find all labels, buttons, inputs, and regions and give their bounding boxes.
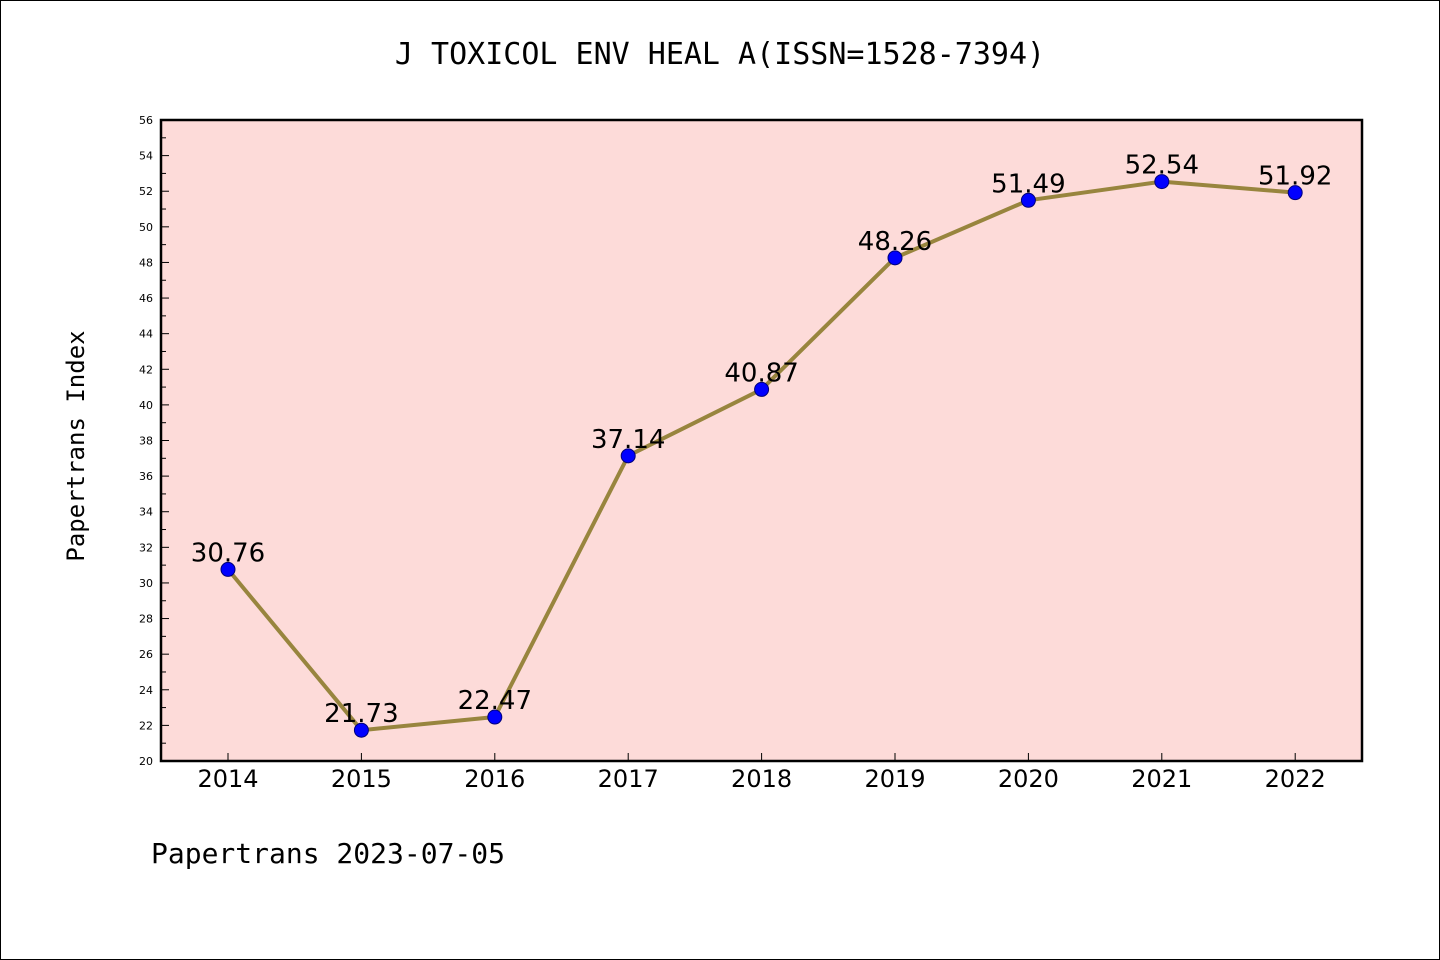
x-tick-label: 2019 — [864, 765, 925, 793]
data-point — [620, 448, 636, 464]
x-tick-label: 2014 — [197, 765, 258, 793]
y-tick-label: 52 — [139, 185, 153, 198]
y-tick-label: 22 — [139, 719, 153, 732]
y-tick-label: 44 — [139, 328, 153, 341]
y-tick-label: 34 — [139, 506, 153, 519]
data-label: 51.92 — [1258, 162, 1332, 192]
y-tick-label: 38 — [139, 435, 153, 448]
data-label: 30.76 — [191, 538, 265, 568]
x-tick-label: 2021 — [1131, 765, 1192, 793]
y-tick-label: 48 — [139, 256, 153, 269]
plot-border — [159, 118, 1364, 763]
data-label: 40.87 — [724, 358, 798, 388]
y-tick-label: 54 — [139, 150, 153, 163]
data-label: 21.73 — [324, 699, 398, 729]
data-point — [887, 250, 903, 266]
y-tick-label: 20 — [139, 755, 153, 768]
data-point — [1287, 185, 1303, 201]
data-point — [487, 709, 503, 725]
y-tick-label: 32 — [139, 541, 153, 554]
x-tick-label: 2016 — [464, 765, 525, 793]
y-tick-label: 24 — [139, 684, 153, 697]
x-tick-label: 2018 — [731, 765, 792, 793]
x-tick-label: 2022 — [1265, 765, 1326, 793]
data-label: 37.14 — [591, 425, 665, 455]
x-tick-label: 2017 — [598, 765, 659, 793]
plot-background — [161, 120, 1362, 761]
y-tick-label: 30 — [139, 577, 153, 590]
data-label: 51.49 — [991, 169, 1065, 199]
data-label: 52.54 — [1125, 151, 1199, 181]
data-point — [220, 561, 236, 577]
y-tick-label: 56 — [139, 114, 153, 127]
chart-title: J TOXICOL ENV HEAL A(ISSN=1528-7394) — [394, 37, 1046, 72]
y-tick-label: 26 — [139, 648, 153, 661]
y-tick-label: 50 — [139, 221, 153, 234]
y-tick-label: 40 — [139, 399, 153, 412]
y-tick-label: 36 — [139, 470, 153, 483]
y-tick-label: 28 — [139, 613, 153, 626]
x-tick-label: 2020 — [998, 765, 1059, 793]
y-tick-label: 42 — [139, 363, 153, 376]
data-point — [1154, 174, 1170, 190]
data-point — [754, 381, 770, 397]
x-tick-label: 2015 — [331, 765, 392, 793]
data-label: 48.26 — [858, 227, 932, 257]
data-point — [1020, 192, 1036, 208]
data-point — [353, 722, 369, 738]
data-label: 22.47 — [458, 686, 532, 716]
y-tick-label: 46 — [139, 292, 153, 305]
footer-note: Papertrans 2023-07-05 — [151, 837, 506, 870]
